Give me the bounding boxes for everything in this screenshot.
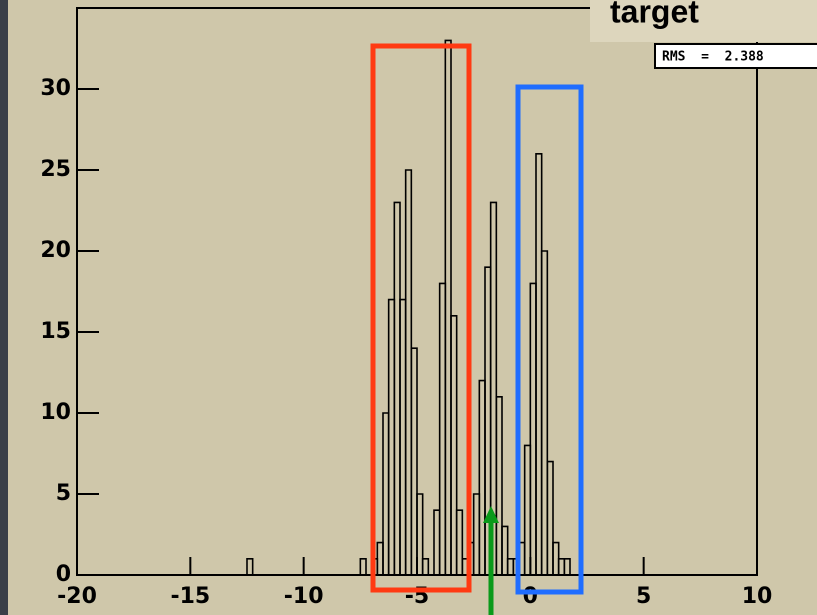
x-tick-label: 5 — [636, 584, 651, 609]
target-label: target — [610, 0, 699, 29]
y-tick-label: 10 — [40, 400, 71, 425]
y-tick-label: 0 — [56, 562, 71, 587]
histogram-bin — [546, 460, 554, 575]
histogram-bin — [455, 509, 464, 575]
x-tick-label: 10 — [742, 584, 773, 609]
y-tick-label: 25 — [40, 157, 71, 182]
histogram-bin — [563, 558, 571, 575]
y-tick-label: 30 — [40, 76, 71, 101]
blue-highlight — [515, 84, 584, 595]
stats-box — [654, 43, 817, 69]
red-highlight — [370, 43, 472, 593]
histogram-bin — [444, 39, 452, 575]
histogram-bin — [246, 558, 254, 575]
histogram-bin — [421, 558, 430, 575]
histogram-bin — [416, 493, 424, 575]
x-tick-label: -20 — [57, 584, 97, 609]
target-box — [590, 0, 817, 42]
histogram-bin — [450, 315, 458, 575]
histogram-bin — [410, 347, 418, 575]
green-arrowhead — [483, 506, 499, 523]
histogram-bin — [495, 396, 503, 575]
y-tick-label: 15 — [40, 319, 71, 344]
histogram-bin — [501, 525, 509, 575]
left-edge — [0, 0, 8, 615]
y-tick-label: 20 — [40, 238, 71, 263]
x-tick-label: -10 — [284, 584, 324, 609]
histogram-bin — [359, 558, 367, 575]
histogram-bin — [540, 250, 549, 575]
x-tick-label: -15 — [170, 584, 210, 609]
stats-text: RMS = 2.388 — [662, 50, 764, 65]
histogram-bin — [489, 201, 498, 575]
y-tick-label: 5 — [56, 481, 71, 506]
x-tick-label: 0 — [523, 584, 538, 609]
